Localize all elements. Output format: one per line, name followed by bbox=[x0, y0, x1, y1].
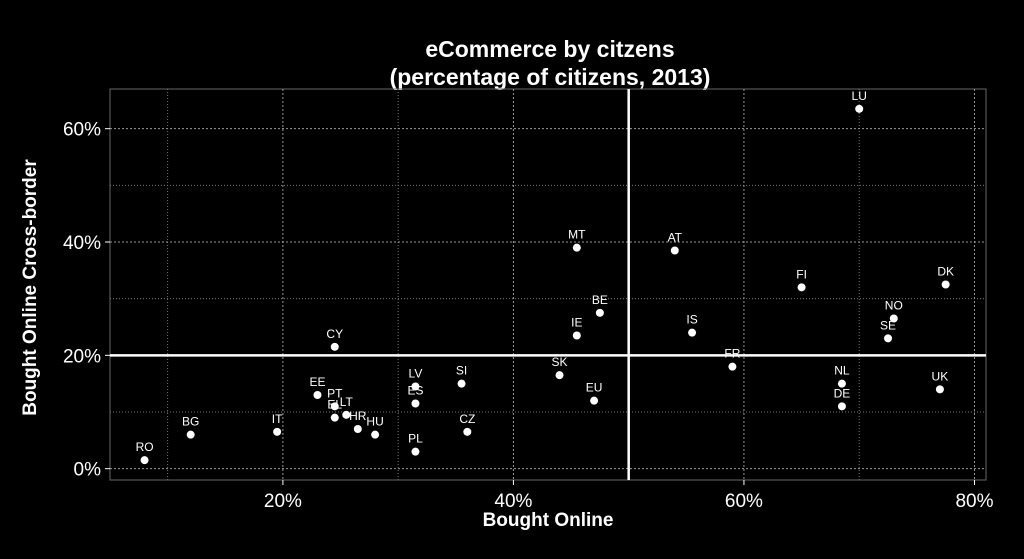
point-label: EL bbox=[327, 398, 342, 412]
y-tick-label: 0% bbox=[74, 460, 102, 481]
data-point bbox=[595, 308, 604, 317]
chart-subtitle: (percentage of citizens, 2013) bbox=[389, 64, 711, 90]
point-label: CY bbox=[326, 327, 343, 341]
data-point bbox=[353, 425, 362, 433]
data-point bbox=[273, 427, 282, 436]
point-label: FI bbox=[796, 267, 807, 281]
data-point bbox=[371, 430, 380, 439]
x-tick-label: 80% bbox=[955, 491, 993, 512]
data-point bbox=[186, 430, 195, 439]
data-point bbox=[670, 246, 679, 255]
point-label: PL bbox=[408, 432, 423, 446]
point-label: AT bbox=[668, 231, 683, 245]
chart-title: eCommerce by citzens bbox=[425, 36, 675, 62]
point-label: IS bbox=[686, 313, 697, 327]
point-label: NL bbox=[834, 364, 850, 378]
data-point bbox=[555, 371, 564, 380]
data-point bbox=[855, 104, 864, 113]
data-point bbox=[330, 402, 339, 411]
x-tick-label: 20% bbox=[264, 491, 302, 512]
point-label: EU bbox=[586, 381, 603, 395]
plot-border bbox=[109, 88, 987, 481]
point-label: IT bbox=[272, 412, 283, 426]
point-label: LU bbox=[852, 89, 867, 103]
x-axis-title: Bought Online bbox=[483, 510, 614, 531]
point-label: RO bbox=[136, 440, 154, 454]
point-label: FR bbox=[724, 347, 740, 361]
data-point bbox=[411, 382, 420, 391]
point-label: SK bbox=[552, 355, 568, 369]
point-label: EE bbox=[309, 375, 325, 389]
y-tick-label: 60% bbox=[63, 120, 101, 141]
point-label: ES bbox=[407, 384, 423, 398]
point-label: SI bbox=[456, 364, 467, 378]
data-point bbox=[330, 342, 339, 351]
y-axis-title: Bought Online Cross-border bbox=[20, 159, 41, 416]
data-point bbox=[463, 427, 472, 436]
data-point bbox=[342, 410, 351, 419]
data-point bbox=[313, 391, 322, 399]
point-label: BG bbox=[182, 415, 199, 429]
x-tick-label: 40% bbox=[494, 491, 532, 512]
x-tick-label: 60% bbox=[725, 491, 763, 512]
point-label: LT bbox=[340, 395, 354, 409]
data-point bbox=[935, 385, 944, 394]
data-point bbox=[837, 379, 846, 388]
point-label: PT bbox=[327, 386, 343, 400]
y-tick-label: 40% bbox=[63, 233, 101, 254]
data-point bbox=[457, 379, 466, 388]
data-point bbox=[889, 314, 898, 323]
data-point bbox=[411, 399, 420, 408]
data-point bbox=[797, 283, 806, 292]
data-point bbox=[411, 447, 420, 456]
data-point bbox=[941, 280, 950, 289]
data-point bbox=[140, 456, 149, 465]
data-point bbox=[728, 362, 737, 371]
data-point bbox=[572, 331, 581, 340]
point-label: HU bbox=[366, 415, 383, 429]
data-point bbox=[837, 402, 846, 411]
point-label: BE bbox=[592, 293, 608, 307]
point-label: UK bbox=[932, 369, 949, 383]
point-label: LV bbox=[409, 367, 423, 381]
data-point bbox=[590, 396, 599, 405]
point-label: MT bbox=[568, 228, 586, 242]
point-label: HR bbox=[349, 409, 367, 423]
point-label: DE bbox=[834, 386, 851, 400]
point-label: IE bbox=[571, 316, 582, 330]
data-point bbox=[884, 334, 893, 343]
data-point bbox=[688, 328, 697, 337]
point-label: DK bbox=[937, 265, 954, 279]
point-label: CZ bbox=[459, 412, 475, 426]
data-point bbox=[572, 243, 581, 252]
data-point bbox=[330, 413, 339, 422]
point-label: NO bbox=[885, 299, 903, 313]
y-tick-label: 20% bbox=[63, 346, 101, 367]
